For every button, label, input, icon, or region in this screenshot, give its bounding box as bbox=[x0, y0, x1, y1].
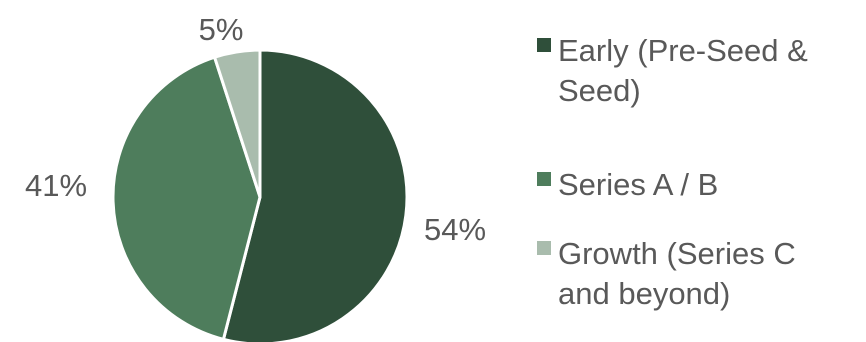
legend-swatch-growth-series-c-and-beyond bbox=[537, 241, 551, 255]
legend: Early (Pre-Seed & Seed) Series A / B Growth… bbox=[537, 33, 808, 311]
legend-swatch-series-a-b bbox=[537, 172, 551, 186]
legend-label-early-pre-seed-seed: Early (Pre-Seed & Seed) bbox=[558, 33, 808, 108]
data-label-series-a-b: 41% bbox=[25, 168, 87, 203]
data-label-growth-series-c-and-beyond: 5% bbox=[199, 12, 244, 47]
legend-label-series-a-b: Series A / B bbox=[558, 167, 718, 202]
data-label-early-pre-seed-seed: 54% bbox=[424, 212, 486, 247]
pie-slice-series-a-b bbox=[111, 55, 262, 341]
legend-swatch-early-pre-seed-seed bbox=[537, 38, 551, 52]
pie-slice-growth-series-c-and-beyond bbox=[213, 48, 262, 199]
data-labels: 54% 41% 5% bbox=[25, 12, 486, 247]
pie-slices bbox=[111, 48, 409, 342]
pie-slice-early-pre-seed-seed bbox=[221, 48, 409, 342]
